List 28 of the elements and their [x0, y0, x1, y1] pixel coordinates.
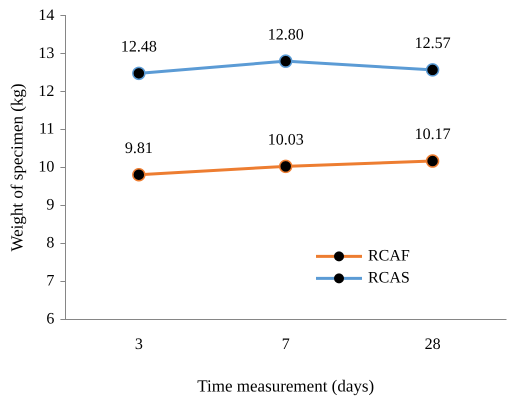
y-tick-label: 7 — [46, 272, 54, 290]
data-label: 10.03 — [268, 132, 304, 149]
y-tick-label: 13 — [38, 44, 54, 62]
data-label: 12.57 — [414, 35, 451, 52]
y-tick-label: 14 — [38, 6, 54, 24]
data-label: 10.17 — [414, 126, 451, 144]
data-label: 12.80 — [268, 26, 304, 44]
y-tick-label: 8 — [46, 234, 54, 252]
legend-label: RCAF — [368, 248, 410, 265]
x-tick-label: 28 — [424, 336, 441, 354]
y-tick-label: 9 — [46, 196, 54, 214]
legend-label: RCAS — [368, 270, 410, 287]
y-tick-label: 11 — [38, 120, 54, 138]
point — [278, 160, 292, 174]
y-tick-label: 10 — [38, 158, 54, 176]
y-axis-title: Weight of specimen (kg) — [8, 83, 27, 252]
x-tick-label: 3 — [134, 336, 143, 354]
y-tick-label: 12 — [38, 82, 54, 100]
x-tick-label: 7 — [282, 336, 290, 354]
data-label: 12.48 — [120, 38, 157, 56]
point — [132, 66, 146, 80]
point — [132, 168, 146, 182]
point — [426, 63, 440, 77]
data-label: 9.81 — [124, 140, 153, 157]
point — [278, 54, 292, 68]
point — [426, 154, 440, 168]
y-tick-label: 6 — [46, 310, 54, 328]
x-axis-title: Time measurement (days) — [197, 376, 374, 396]
